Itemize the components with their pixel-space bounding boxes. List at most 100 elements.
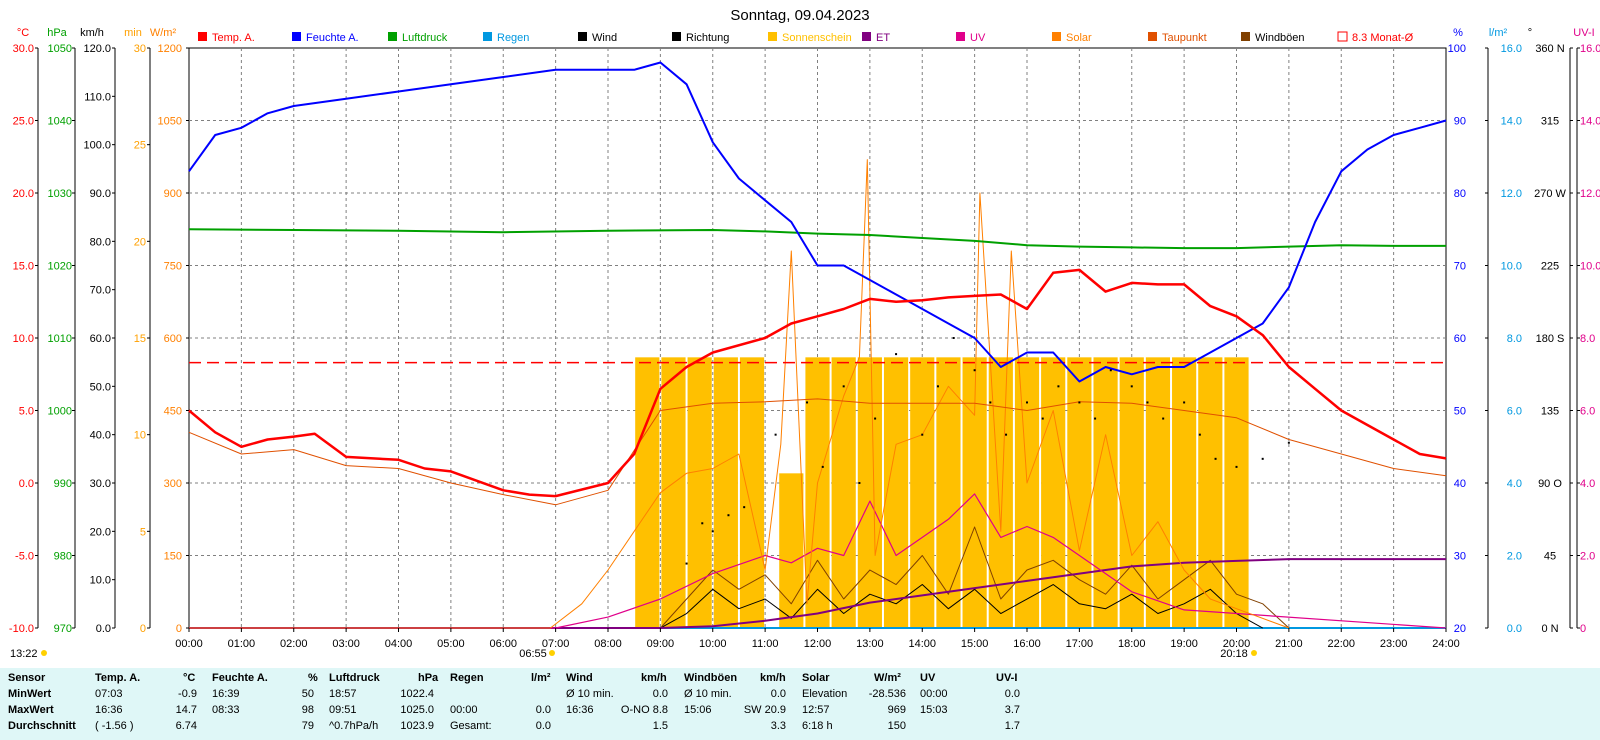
legend-label: 8.3 Monat-Ø	[1352, 32, 1414, 44]
axis-tick-label: 50	[1454, 406, 1466, 418]
table-cell: 00:00	[450, 704, 478, 716]
legend-swatch	[862, 32, 871, 41]
axis-tick-label: 30.0	[90, 478, 111, 490]
axis-tick-label: 360 N	[1535, 43, 1564, 55]
sunshine-bar	[1224, 357, 1249, 628]
axis-tick-label: 10.0	[13, 333, 34, 345]
row-label: Durchschnitt	[8, 720, 76, 732]
axis-tick-label: 12.0	[1580, 188, 1600, 200]
direction-point	[743, 506, 746, 509]
table-cell: 50	[301, 688, 314, 700]
table-cell: SW 20.9	[743, 704, 786, 716]
legend-label: Windböen	[1255, 32, 1305, 44]
legend-label: UV	[970, 32, 986, 44]
table-cell: 08:33	[212, 704, 240, 716]
axis-tick-label: 60	[1454, 333, 1466, 345]
direction-point	[1198, 433, 1201, 436]
legend-swatch	[768, 32, 777, 41]
axis-tick-label: 225	[1541, 261, 1559, 273]
table-cell: 1.5	[652, 720, 668, 732]
axis-tick-label: 120.0	[83, 43, 111, 55]
table-cell: 98	[301, 704, 314, 716]
direction-point	[858, 482, 861, 484]
x-tick-label: 05:00	[437, 638, 465, 650]
axis-tick-label: 600	[164, 333, 182, 345]
row-label: MaxWert	[8, 704, 54, 716]
x-tick-label: 16:00	[1013, 638, 1041, 650]
axis-tick-label: 30	[134, 43, 146, 55]
axis-tick-label: 5	[140, 526, 146, 538]
direction-point	[1005, 433, 1008, 436]
x-tick-label: 14:00	[908, 638, 936, 650]
table-cell: Ø 10 min.	[566, 688, 614, 700]
axis-tick-label: 4.0	[1507, 478, 1522, 490]
table-cell: 0.0	[770, 688, 786, 700]
x-tick-label: 06:00	[489, 638, 517, 650]
axis-tick-label: 30.0	[13, 43, 34, 55]
legend-item: Wind	[578, 32, 617, 44]
axis-tick-label: 990	[54, 478, 72, 490]
direction-point	[874, 417, 877, 420]
legend-swatch	[956, 32, 965, 41]
axis-tick-label: 25	[134, 140, 146, 152]
x-tick-label: 19:00	[1170, 638, 1198, 650]
axis-tick-label: 1030	[48, 188, 72, 200]
legend-label: Luftdruck	[402, 32, 448, 44]
sunshine-bar	[1014, 357, 1040, 628]
direction-point	[701, 522, 704, 525]
direction-point	[821, 465, 824, 468]
axis-tick-label: 1020	[48, 261, 72, 273]
table-cell: 6:18 h	[802, 720, 833, 732]
axis-tick-label: 1200	[158, 43, 182, 55]
x-tick-label: 02:00	[280, 638, 308, 650]
axis-tick-label: 0.0	[19, 478, 34, 490]
table-cell: 6.74	[175, 720, 197, 732]
header-rain: Regen	[450, 672, 484, 684]
direction-point	[774, 433, 777, 436]
legend-label: Temp. A.	[212, 32, 255, 44]
axis-tick-label: 80.0	[90, 236, 111, 248]
axis-unit: W/m²	[150, 27, 177, 39]
axis-tick-label: 60.0	[90, 333, 111, 345]
weather-chart: Sonntag, 09.04.2023 Temp. A. Feuchte A. Lu…	[9, 7, 1600, 660]
header-wind: Wind	[566, 672, 593, 684]
sunshine-bar	[1198, 357, 1223, 628]
legend-swatch	[578, 32, 587, 41]
axis-tick-label: 1050	[158, 116, 182, 128]
axis-tick-label: 150	[164, 551, 182, 563]
table-cell: -28.536	[868, 688, 906, 700]
series-line	[660, 526, 1290, 629]
direction-point	[1183, 401, 1186, 404]
table-cell: 09:51	[329, 704, 357, 716]
axis-tick-label: -5.0	[15, 551, 34, 563]
direction-point	[1287, 441, 1290, 444]
series-line	[188, 398, 1447, 506]
legend-label: ET	[876, 32, 890, 44]
legend-item: Luftdruck	[388, 32, 448, 44]
legend-item: Temp. A.	[198, 32, 255, 44]
direction-point	[936, 385, 939, 388]
table-cell: 0.0	[1004, 688, 1020, 700]
sunshine-bar	[936, 357, 961, 628]
axis-tick-label: 0 N	[1541, 623, 1558, 635]
table-cell: Gesamt:	[450, 720, 492, 732]
sunshine-bar	[1145, 357, 1171, 628]
direction-point	[685, 562, 688, 565]
table-cell: 79	[301, 720, 314, 732]
x-tick-label: 17:00	[1066, 638, 1094, 650]
axis-tick-label: 0	[1580, 623, 1586, 635]
axis-tick-label: 10.0	[1501, 261, 1522, 273]
direction-point	[895, 353, 898, 356]
header-uv-unit: UV-I	[996, 672, 1018, 684]
axis-tick-label: 750	[164, 261, 182, 273]
sunshine-bar	[687, 357, 712, 628]
legend-item: 8.3 Monat-Ø	[1337, 31, 1414, 44]
legend-swatch	[388, 32, 397, 41]
x-tick-label: 23:00	[1380, 638, 1408, 650]
axis-tick-label: 80	[1454, 188, 1466, 200]
table-cell: ( -1.56 )	[95, 720, 134, 732]
current-time-marker	[41, 650, 47, 656]
table-cell: 16:39	[212, 688, 240, 700]
legend-swatch	[1241, 32, 1250, 41]
series-line	[188, 61, 1447, 383]
